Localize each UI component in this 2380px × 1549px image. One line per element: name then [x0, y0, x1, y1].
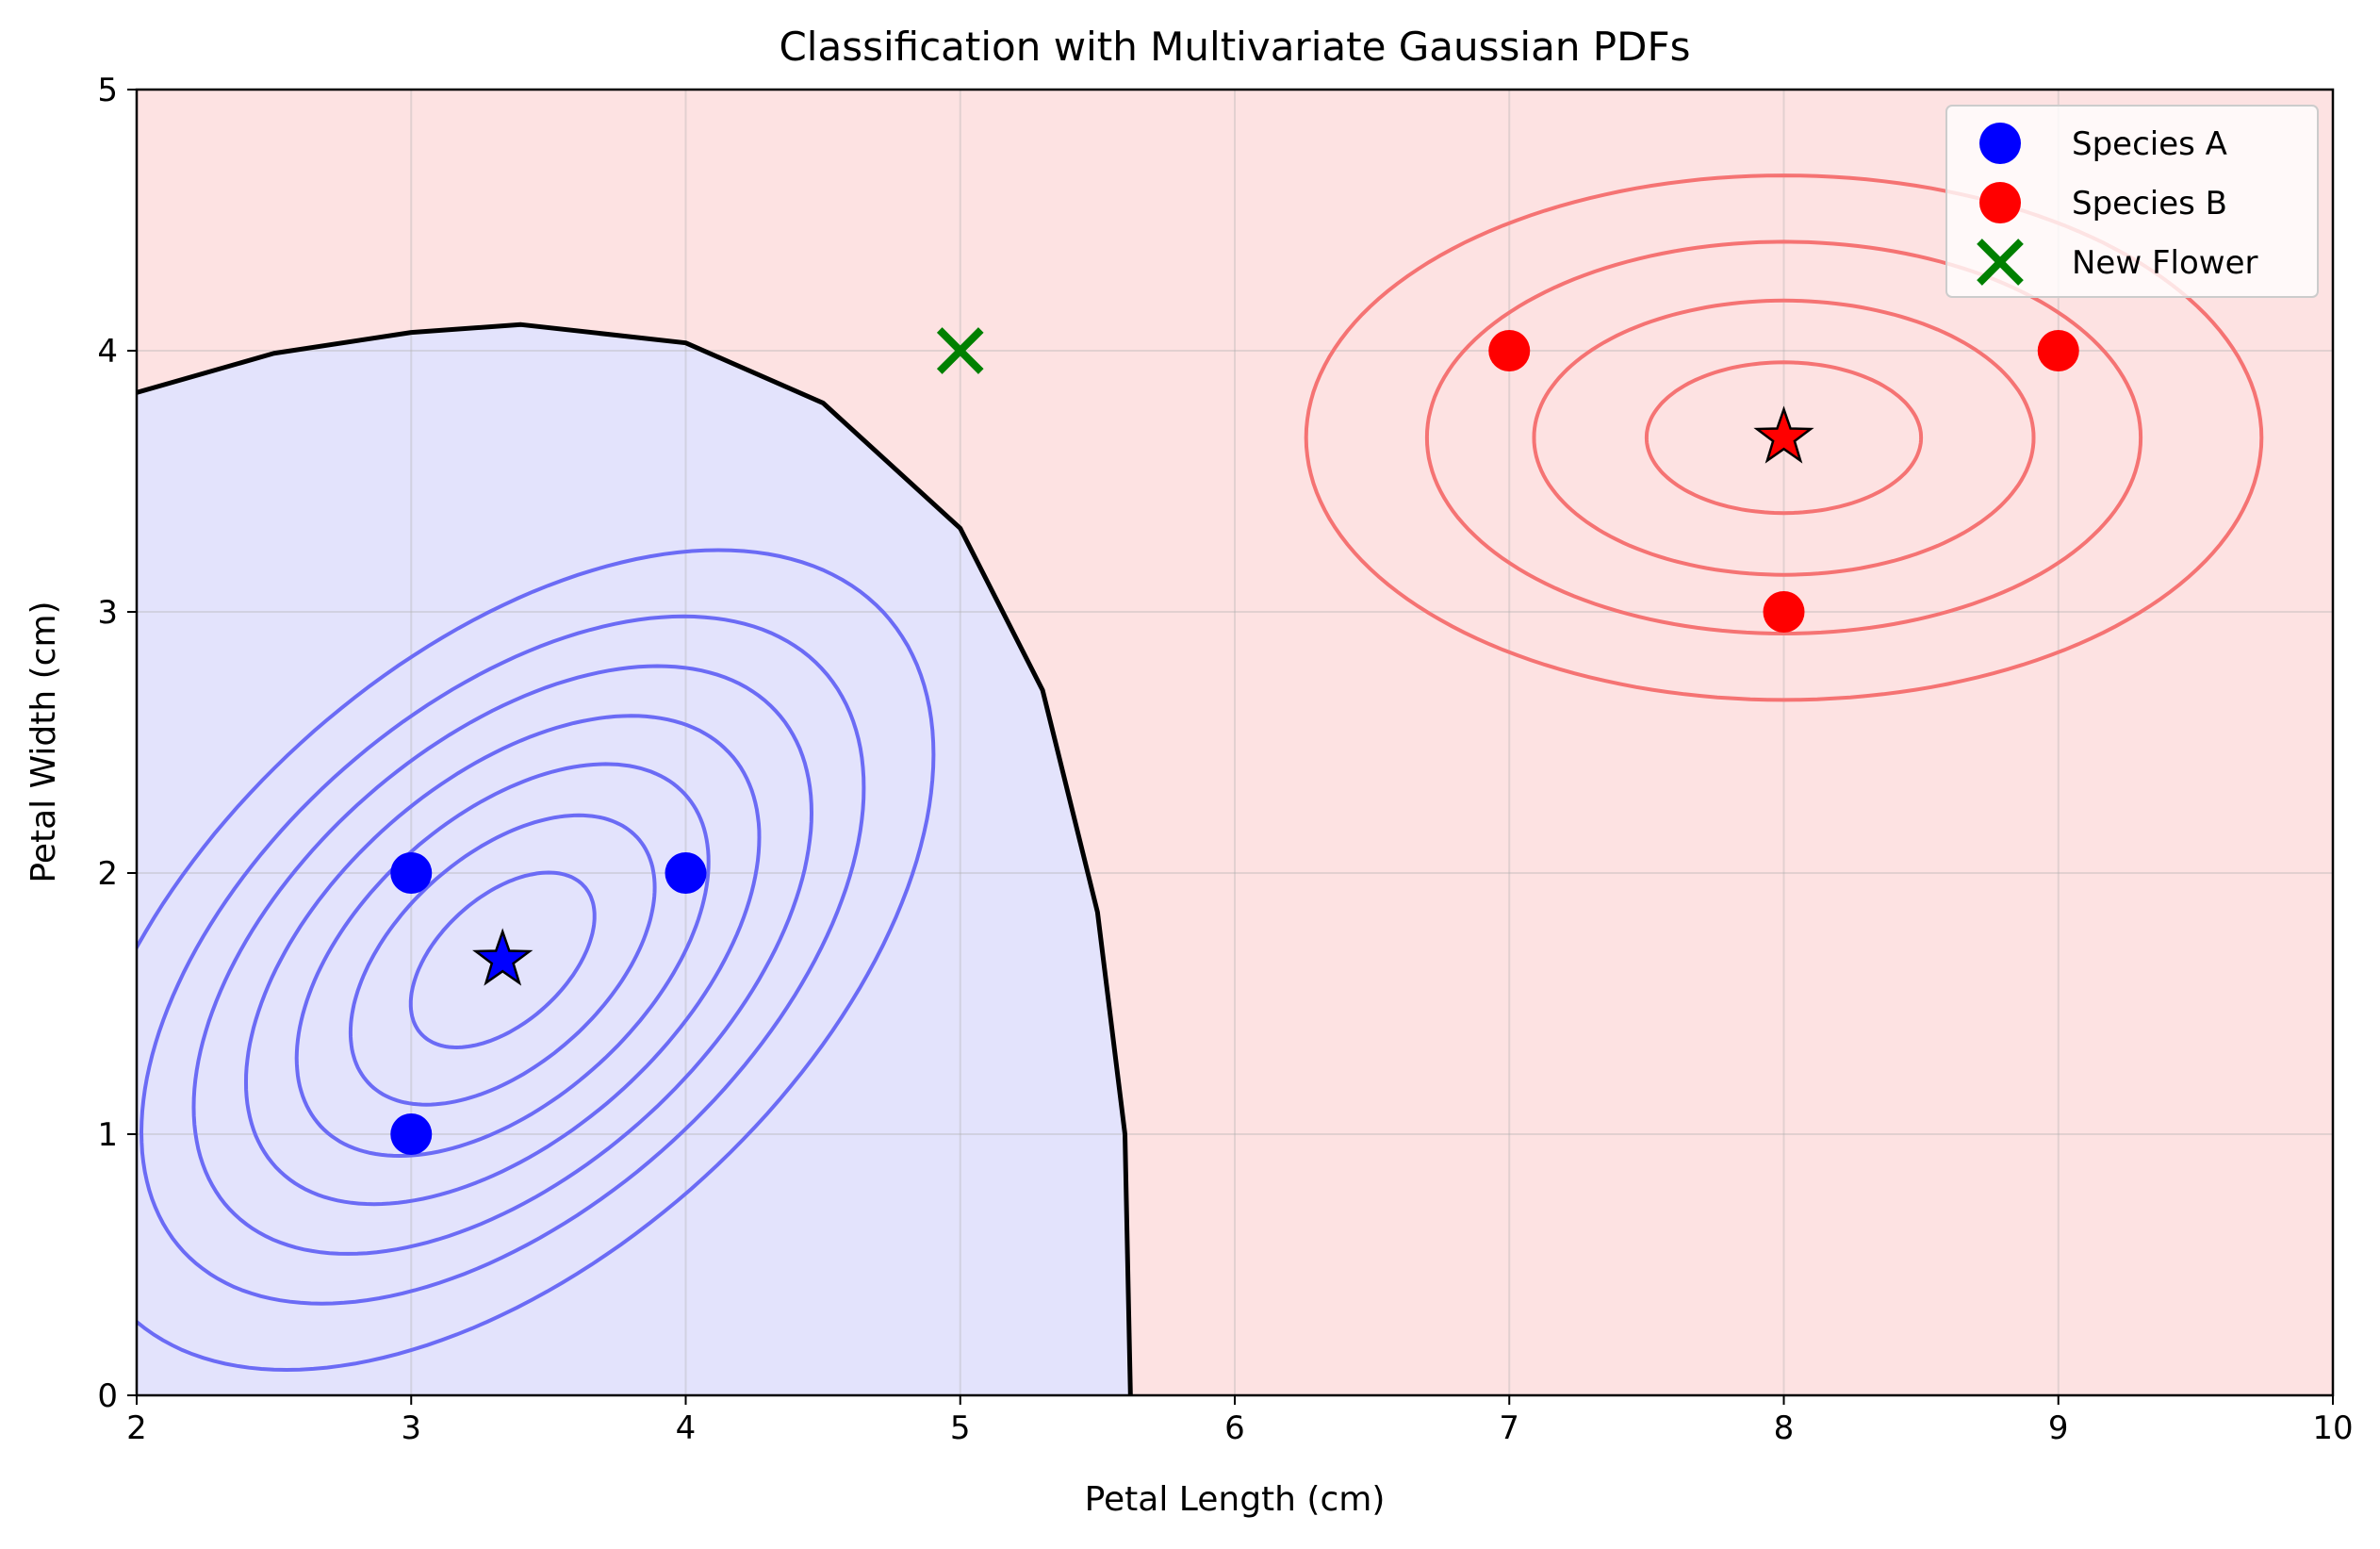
x-tick-label: 7 [1499, 1409, 1519, 1447]
region-species-a [137, 324, 1131, 1395]
plot-area: 2 3 4 5 6 7 8 9 10 0 1 2 3 4 5 Species A Species B New Fl… [97, 72, 2353, 1447]
x-axis-label: Petal Length (cm) [1085, 1480, 1386, 1519]
legend-marker [1979, 182, 2021, 223]
x-tick-label: 3 [401, 1409, 421, 1447]
point-species-b [2037, 330, 2079, 371]
mean-star-species-a [472, 928, 533, 986]
legend-marker [1977, 239, 2024, 286]
y-tick-label: 2 [97, 855, 118, 893]
x-tick-label: 5 [950, 1409, 971, 1447]
legend-label: Species A [2072, 125, 2227, 163]
x-tick-label: 6 [1224, 1409, 1245, 1447]
point-species-a [665, 852, 707, 894]
contour-species-b [1532, 298, 2036, 577]
contour-species-a [139, 614, 866, 1306]
point-species-b [1763, 591, 1805, 633]
point-new-flower [936, 327, 984, 374]
point-species-b [1488, 330, 1531, 371]
contour-species-a [294, 762, 711, 1159]
point-species-a [390, 1113, 433, 1155]
contour-species-a [243, 714, 762, 1207]
y-axis-label: Petal Width (cm) [25, 601, 63, 882]
point-species-a [390, 852, 433, 894]
x-marker-stroke [1977, 239, 2024, 286]
x-marker-stroke [936, 327, 984, 374]
y-tick-label: 4 [97, 333, 118, 371]
y-tick-label: 3 [97, 594, 118, 632]
x-tick-label: 10 [2312, 1409, 2353, 1447]
mean-star-species-b [1753, 405, 1814, 464]
legend-label: New Flower [2072, 244, 2257, 282]
contour-species-b [1644, 360, 1924, 516]
contour-species-a [191, 664, 814, 1256]
x-tick-label: 9 [2048, 1409, 2069, 1447]
legend-box [1945, 105, 2319, 298]
y-tick-label: 0 [97, 1377, 118, 1415]
legend-label: Species B [2072, 185, 2227, 222]
y-tick-label: 1 [97, 1116, 118, 1154]
contour-species-a [408, 870, 597, 1050]
legend-marker [1979, 123, 2021, 164]
contour-species-a [348, 813, 657, 1107]
legend: Species A Species B New Flower [1945, 105, 2319, 298]
contour-species-a [137, 548, 936, 1373]
x-tick-label: 4 [676, 1409, 697, 1447]
y-tick-label: 5 [97, 72, 118, 109]
x-tick-label: 8 [1774, 1409, 1795, 1447]
x-tick-label: 2 [126, 1409, 147, 1447]
decision-boundary [137, 321, 1133, 1395]
chart-title: Classification with Multivariate Gaussia… [779, 24, 1690, 70]
